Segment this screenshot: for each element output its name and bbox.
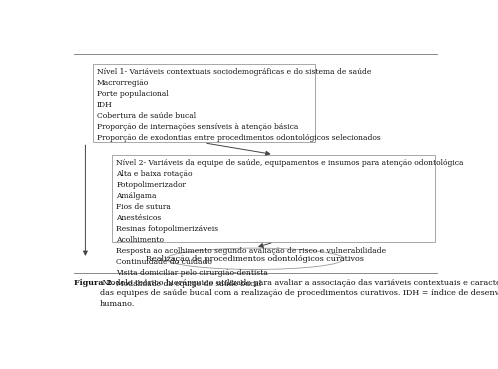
Text: Nível 2- Variáveis da equipe de saúde, equipamentos e insumos para atenção odont: Nível 2- Variáveis da equipe de saúde, e…: [117, 159, 464, 287]
Text: Figura 2.: Figura 2.: [74, 279, 115, 287]
Bar: [113, 155, 435, 242]
Text: Modelo teórico hierárquico utilizado para avaliar a associação das variáveis con: Modelo teórico hierárquico utilizado par…: [100, 279, 498, 308]
Text: Realização de procedimentos odontológicos curativos: Realização de procedimentos odontológico…: [146, 255, 364, 263]
Bar: [93, 64, 315, 142]
Text: Nível 1- Variáveis contextuais sociodemográficas e do sistema de saúde
Macrorreg: Nível 1- Variáveis contextuais sociodemo…: [97, 68, 381, 142]
Ellipse shape: [166, 248, 344, 269]
